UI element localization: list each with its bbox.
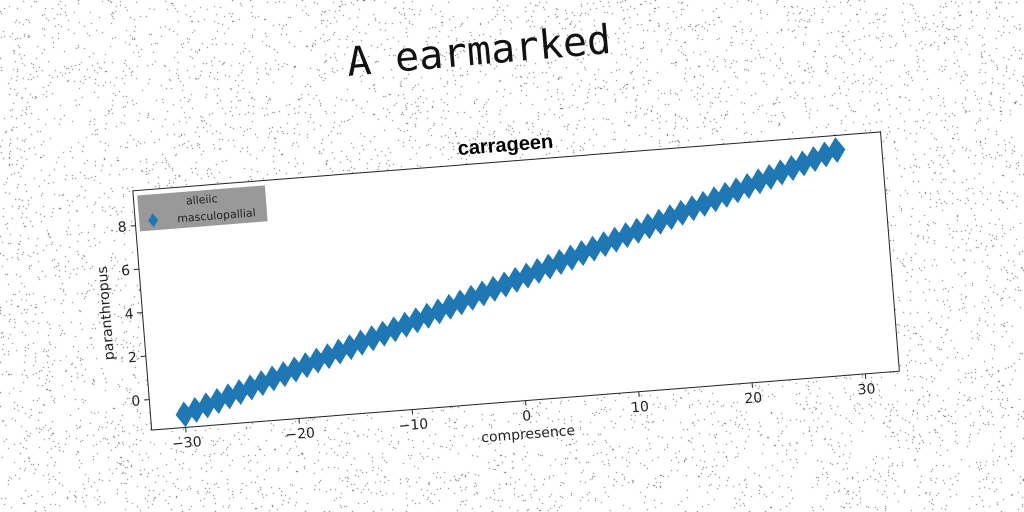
y-axis: 0 2 4 6 8 [117, 219, 150, 410]
data-point [275, 361, 294, 388]
data-point [617, 222, 636, 249]
data-point [661, 204, 680, 231]
scatter-chart: carrageen −30 −20 −10 0 10 20 30 0 2 4 6 8 compres… [95, 131, 900, 452]
data-point [584, 235, 603, 262]
y-axis-label: paranthropus [95, 266, 118, 361]
data-point [750, 168, 769, 195]
legend-entry-masculopallial: masculopallial [177, 206, 256, 225]
chart-figure: carrageen −30 −20 −10 0 10 20 30 0 2 4 6 8 compres… [79, 86, 923, 493]
chart-title: carrageen [457, 131, 554, 160]
x-tick-label: −20 [285, 425, 316, 443]
data-point [507, 266, 525, 293]
data-point [462, 284, 481, 311]
data-point [496, 271, 514, 298]
data-point [385, 316, 404, 343]
data-point [794, 150, 813, 177]
x-axis-label: compresence [481, 423, 576, 446]
data-point [739, 172, 757, 199]
data-point [683, 195, 702, 222]
x-tick-label: 10 [631, 399, 650, 416]
x-tick-label: −30 [172, 434, 203, 452]
y-tick-label: 8 [117, 219, 127, 236]
data-point [197, 392, 216, 419]
data-point [352, 329, 371, 356]
x-tick-label: −10 [398, 416, 429, 434]
legend-marker-diamond [148, 213, 159, 228]
data-point [772, 159, 791, 186]
y-tick-label: 4 [124, 306, 134, 323]
data-point [396, 311, 415, 338]
data-point [451, 289, 470, 316]
data-point [783, 155, 802, 181]
data-point [606, 226, 625, 253]
data-point [252, 370, 271, 397]
data-point [551, 249, 570, 275]
data-point [175, 401, 194, 428]
data-point [562, 244, 581, 271]
legend: alleiic masculopallial [137, 185, 268, 232]
data-point [595, 231, 614, 258]
data-point [363, 325, 382, 352]
x-tick-label: 0 [522, 408, 532, 425]
y-tick-label: 0 [131, 393, 141, 410]
data-point [816, 141, 835, 168]
data-point [319, 343, 338, 370]
data-point [341, 334, 360, 361]
data-point [330, 338, 349, 365]
y-tick-label: 2 [127, 350, 137, 367]
y-tick-label: 6 [121, 263, 131, 280]
data-point [208, 388, 227, 414]
data-point [650, 208, 669, 235]
data-point [407, 307, 426, 334]
data-point [286, 356, 305, 383]
data-point [694, 190, 713, 217]
series-masculopallial [175, 137, 846, 428]
x-tick-label: 30 [857, 381, 876, 398]
legend-box [137, 185, 268, 232]
data-point [727, 177, 746, 204]
data-point [518, 262, 537, 289]
data-point [374, 320, 393, 347]
data-point [705, 186, 724, 213]
x-tick-label: 20 [744, 390, 763, 407]
data-point [805, 146, 824, 173]
data-point [230, 379, 249, 405]
data-point [418, 302, 437, 329]
data-point [628, 217, 647, 244]
data-point [529, 257, 548, 284]
data-point [308, 347, 327, 374]
data-point [429, 298, 448, 325]
data-point [540, 253, 559, 280]
data-point [639, 213, 658, 240]
data-point [716, 181, 735, 208]
x-axis: −30 −20 −10 0 10 20 30 [172, 373, 876, 452]
data-point [827, 137, 846, 164]
data-point [297, 352, 316, 379]
data-point [473, 280, 492, 307]
data-point [219, 383, 238, 410]
legend-title: alleiic [185, 192, 218, 207]
data-point [264, 365, 282, 392]
data-point [484, 275, 503, 302]
data-point [761, 164, 780, 190]
data-point [672, 199, 691, 226]
data-point [241, 374, 260, 401]
data-point [440, 293, 459, 320]
data-point [186, 396, 205, 423]
data-point [573, 240, 592, 266]
